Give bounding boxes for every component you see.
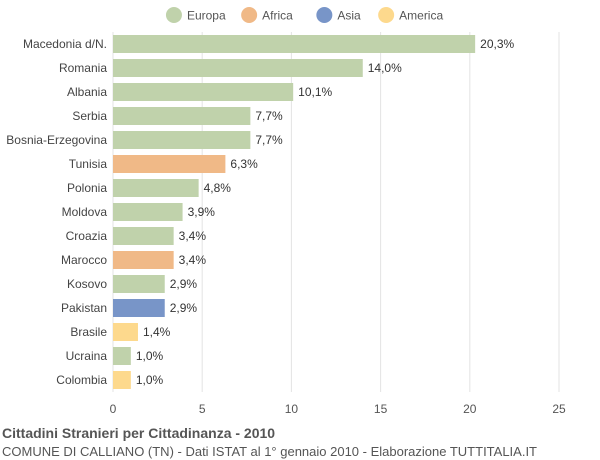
bar [113,275,165,293]
legend-swatch [241,7,258,23]
legend-swatch [378,7,395,23]
value-label: 10,1% [298,85,332,99]
value-label: 1,0% [136,373,164,387]
x-tick-label: 20 [463,402,477,416]
chart-subtitle: COMUNE DI CALLIANO (TN) - Dati ISTAT al … [2,444,537,459]
category-label: Croazia [66,229,108,243]
value-label: 7,7% [255,109,283,123]
category-label: Macedonia d/N. [23,37,107,51]
legend-label: America [399,9,443,23]
category-label: Tunisia [69,157,108,171]
value-label: 4,8% [204,181,232,195]
legend-swatch [165,7,182,23]
bar [113,347,131,365]
bar [113,107,251,125]
legend-swatch [316,7,333,23]
value-label: 14,0% [368,61,402,75]
bar [113,323,138,341]
value-label: 3,4% [179,253,207,267]
chart-svg: 0 5 10 15 20 25 Macedonia d/N. 20,3% Romania 14,0… [6,7,566,416]
category-label: Marocco [61,253,107,267]
bar [113,299,165,317]
category-label: Serbia [72,109,107,123]
bar [113,179,199,197]
category-label: Bosnia-Erzegovina [6,133,107,147]
category-label: Albania [67,85,107,99]
bar [113,131,251,149]
bar [113,83,294,101]
value-label: 6,3% [230,157,258,171]
chart-title: Cittadini Stranieri per Cittadinanza - 2… [2,425,276,441]
bar [113,203,183,221]
value-label: 2,9% [170,301,198,315]
bar [113,251,174,269]
category-label: Romania [59,61,107,75]
x-tick-label: 25 [552,402,566,416]
category-label: Brasile [70,325,107,339]
x-tick-label: 0 [110,402,117,416]
category-label: Moldova [62,205,108,219]
value-label: 3,4% [179,229,207,243]
x-tick-label: 5 [199,402,206,416]
x-tick-label: 10 [285,402,299,416]
bar [113,371,131,389]
value-label: 3,9% [188,205,216,219]
x-tick-label: 15 [374,402,388,416]
legend-label: Asia [337,9,361,23]
category-label: Polonia [67,181,107,195]
legend-label: Europa [187,9,226,23]
category-label: Ucraina [66,349,108,363]
legend-label: Africa [262,9,293,23]
bar [113,59,363,77]
value-label: 2,9% [170,277,198,291]
bar [113,227,174,245]
bar [113,155,226,173]
category-label: Pakistan [61,301,107,315]
category-label: Kosovo [67,277,107,291]
value-label: 7,7% [255,133,283,147]
bar [113,35,476,53]
value-label: 20,3% [480,37,514,51]
value-label: 1,4% [143,325,171,339]
category-label: Colombia [56,373,107,387]
value-label: 1,0% [136,349,164,363]
